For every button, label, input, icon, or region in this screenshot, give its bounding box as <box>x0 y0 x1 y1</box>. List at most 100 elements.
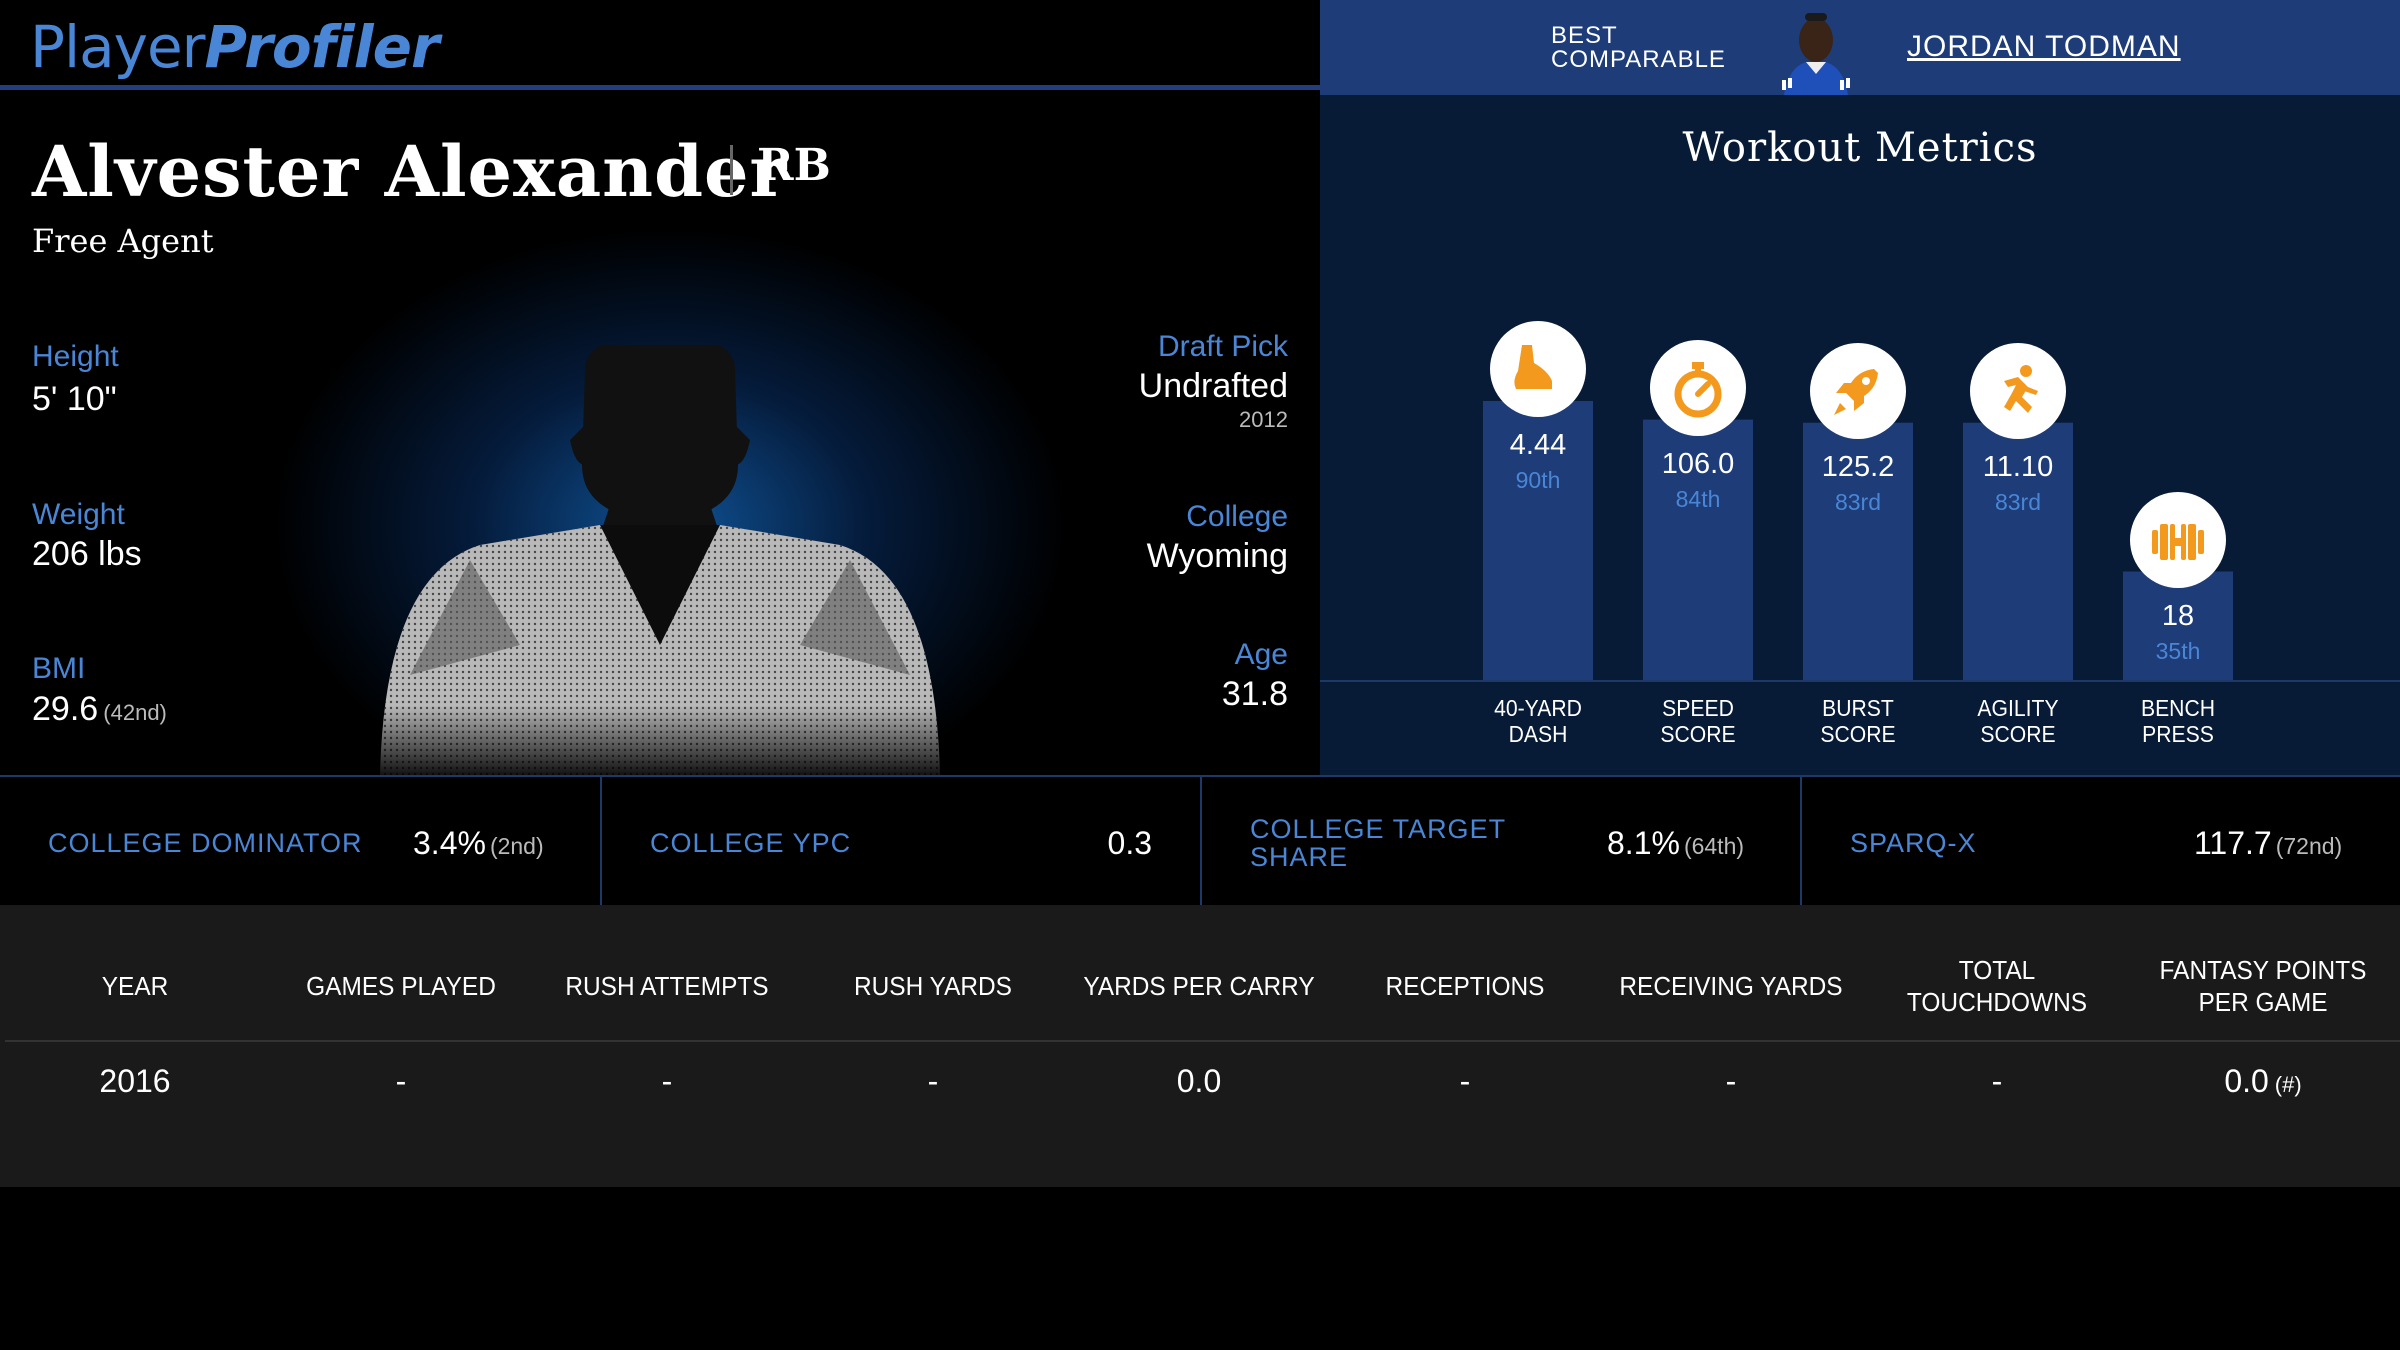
age-label: Age <box>1234 638 1288 671</box>
workout-bar[interactable] <box>1483 401 1593 680</box>
metric-label-line2: SCORE <box>1660 721 1736 747</box>
comparable-player-link[interactable]: JORDAN TODMAN <box>1907 30 2181 63</box>
col-header-games-played[interactable]: GAMES PLAYED <box>306 971 496 1001</box>
metric-label-line2: SCORE <box>1820 721 1896 747</box>
metric-label-line2: DASH <box>1508 721 1568 747</box>
keystat-number: 0.3 <box>1107 825 1152 861</box>
draft-pick-label: Draft Pick <box>1157 330 1288 363</box>
keystat-label-line2: SHARE <box>1250 842 1349 872</box>
col-header-fantasy-points[interactable]: FANTASY POINTS PER GAME <box>2159 955 2367 1017</box>
workout-metric-percentile: 84th <box>1675 485 1721 512</box>
workout-metric-label: BENCH PRESS <box>2114 695 2243 747</box>
season-stats-table: YEAR GAMES PLAYED RUSH ATTEMPTS RUSH YAR… <box>0 905 2400 1187</box>
keystat-value: 3.4% (2nd) <box>413 825 544 862</box>
keystat-label: COLLEGE TARGET SHARE <box>1250 815 1506 871</box>
col-header-receptions[interactable]: RECEPTIONS <box>1385 971 1545 1001</box>
player-team: Free Agent <box>32 222 214 260</box>
workout-metric-label: 40-YARD DASH <box>1474 695 1603 747</box>
workout-metric-value: 4.44 <box>1509 429 1567 461</box>
comparable-avatar[interactable] <box>1776 0 1856 95</box>
player-panel: Alvester Alexander RB Free Agent Height … <box>0 95 1320 775</box>
workout-bar[interactable] <box>1643 419 1753 680</box>
bmi-value: 29.6 <box>32 690 99 728</box>
workout-bar[interactable] <box>1803 422 1913 680</box>
height-label: Height <box>32 340 119 373</box>
keystat-rank: (2nd) <box>489 833 544 859</box>
player-silhouette <box>370 345 950 775</box>
top-header: PlayerProfiler <box>0 0 1320 90</box>
bmi-row: 29.6 (42nd) <box>32 690 167 729</box>
keystat-sparq-x[interactable]: SPARQ-X 117.7 (72nd) <box>1800 777 2400 907</box>
college-value[interactable]: Wyoming <box>1146 537 1288 575</box>
metric-label-line1: 40-YARD <box>1494 695 1582 721</box>
metric-label-line1: BURST <box>1822 695 1894 721</box>
draft-pick-value: Undrafted <box>1138 367 1288 405</box>
college-label: College <box>1186 500 1288 533</box>
stopwatch-icon <box>1650 339 1746 436</box>
metric-label-line1: BENCH <box>2140 695 2216 721</box>
workout-bar[interactable] <box>1963 422 2073 680</box>
workout-metric-percentile: 35th <box>2155 637 2201 664</box>
best-label-line2: COMPARABLE <box>1551 46 1726 73</box>
keystat-value: 117.7 (72nd) <box>2194 825 2342 862</box>
cell-rush-yards: - <box>927 1063 939 1099</box>
height-value: 5' 10" <box>32 380 117 418</box>
cell-receptions: - <box>1459 1063 1471 1099</box>
fantasy-points-rank: (#) <box>2274 1072 2302 1097</box>
keystat-college-dominator[interactable]: COLLEGE DOMINATOR 3.4% (2nd) <box>0 777 600 907</box>
cell-yards-per-carry: 0.0 <box>1176 1063 1222 1099</box>
keystat-rank: (72nd) <box>2275 833 2343 859</box>
fantasy-points-value: 0.0 <box>2224 1063 2269 1099</box>
keystat-rank: (64th) <box>1683 833 1745 859</box>
workout-metric-value: 106.0 <box>1661 447 1735 480</box>
keystat-number: 8.1% <box>1607 825 1680 861</box>
workout-metric-percentile: 83rd <box>1834 488 1882 515</box>
col-header-yards-per-carry[interactable]: YARDS PER CARRY <box>1083 971 1315 1001</box>
player-position: RB <box>757 140 831 191</box>
workout-metric-value: 11.10 <box>1982 450 2054 483</box>
bars-baseline <box>1320 680 2400 682</box>
workout-metrics-panel: Workout Metrics 4.44 90th 40-YARD DASH 106.0… <box>1320 95 2400 775</box>
table-divider <box>5 1040 2400 1042</box>
best-label-line1: BEST <box>1551 22 1618 49</box>
col-header-receiving-yards[interactable]: RECEIVING YARDS <box>1619 971 1843 1001</box>
best-comparable-bar: BEST COMPARABLE JORDAN TODMAN <box>1320 0 2400 95</box>
best-comparable-label: BEST COMPARABLE <box>1551 24 1726 72</box>
col-header-total-touchdowns[interactable]: TOTAL TOUCHDOWNS <box>1906 955 2088 1017</box>
keystat-college-target-share[interactable]: COLLEGE TARGET SHARE 8.1% (64th) <box>1200 777 1800 907</box>
shoe-icon <box>1490 321 1586 417</box>
draft-year: 2012 <box>1239 407 1288 432</box>
cell-rush-attempts: - <box>661 1063 673 1099</box>
keystat-label: COLLEGE YPC <box>650 828 852 858</box>
logo-part-1: Player <box>30 13 205 81</box>
key-stats-strip: COLLEGE DOMINATOR 3.4% (2nd) COLLEGE YPC … <box>0 775 2400 907</box>
keystat-value: 0.3 <box>1108 825 1152 862</box>
col-header-rush-attempts[interactable]: RUSH ATTEMPTS <box>565 971 769 1001</box>
weight-value: 206 lbs <box>32 535 142 573</box>
runner-icon <box>1970 342 2066 439</box>
rocket-icon <box>1810 342 1906 439</box>
col-header-rush-yards[interactable]: RUSH YARDS <box>853 971 1012 1001</box>
metric-label-line2: SCORE <box>1980 721 2056 747</box>
cell-total-touchdowns: - <box>1991 1063 2003 1099</box>
age-value: 31.8 <box>1221 675 1288 713</box>
cell-year: 2016 <box>99 1063 171 1099</box>
workout-metric-value: 18 <box>2161 599 2195 632</box>
col-header-year[interactable]: YEAR <box>101 971 169 1001</box>
cell-receiving-yards: - <box>1725 1063 1737 1099</box>
workout-metric-label: SPEED SCORE <box>1634 695 1763 747</box>
dumbbell-icon <box>2130 491 2226 588</box>
keystat-label: COLLEGE DOMINATOR <box>48 828 363 858</box>
weight-label: Weight <box>32 498 125 531</box>
name-divider <box>730 145 733 195</box>
workout-bar[interactable] <box>2123 571 2233 681</box>
metric-label-line1: AGILITY <box>1977 695 2059 721</box>
logo-part-2: Profiler <box>204 13 440 81</box>
workout-metric-value: 125.2 <box>1821 450 1895 483</box>
keystat-number: 117.7 <box>2194 825 2272 861</box>
keystat-college-ypc[interactable]: COLLEGE YPC 0.3 <box>600 777 1200 907</box>
workout-metric-percentile: 90th <box>1515 467 1561 493</box>
workout-bars-chart <box>1483 401 2233 681</box>
metric-label-line2: PRESS <box>2142 721 2214 747</box>
player-profiler-logo[interactable]: PlayerProfiler <box>30 12 440 82</box>
